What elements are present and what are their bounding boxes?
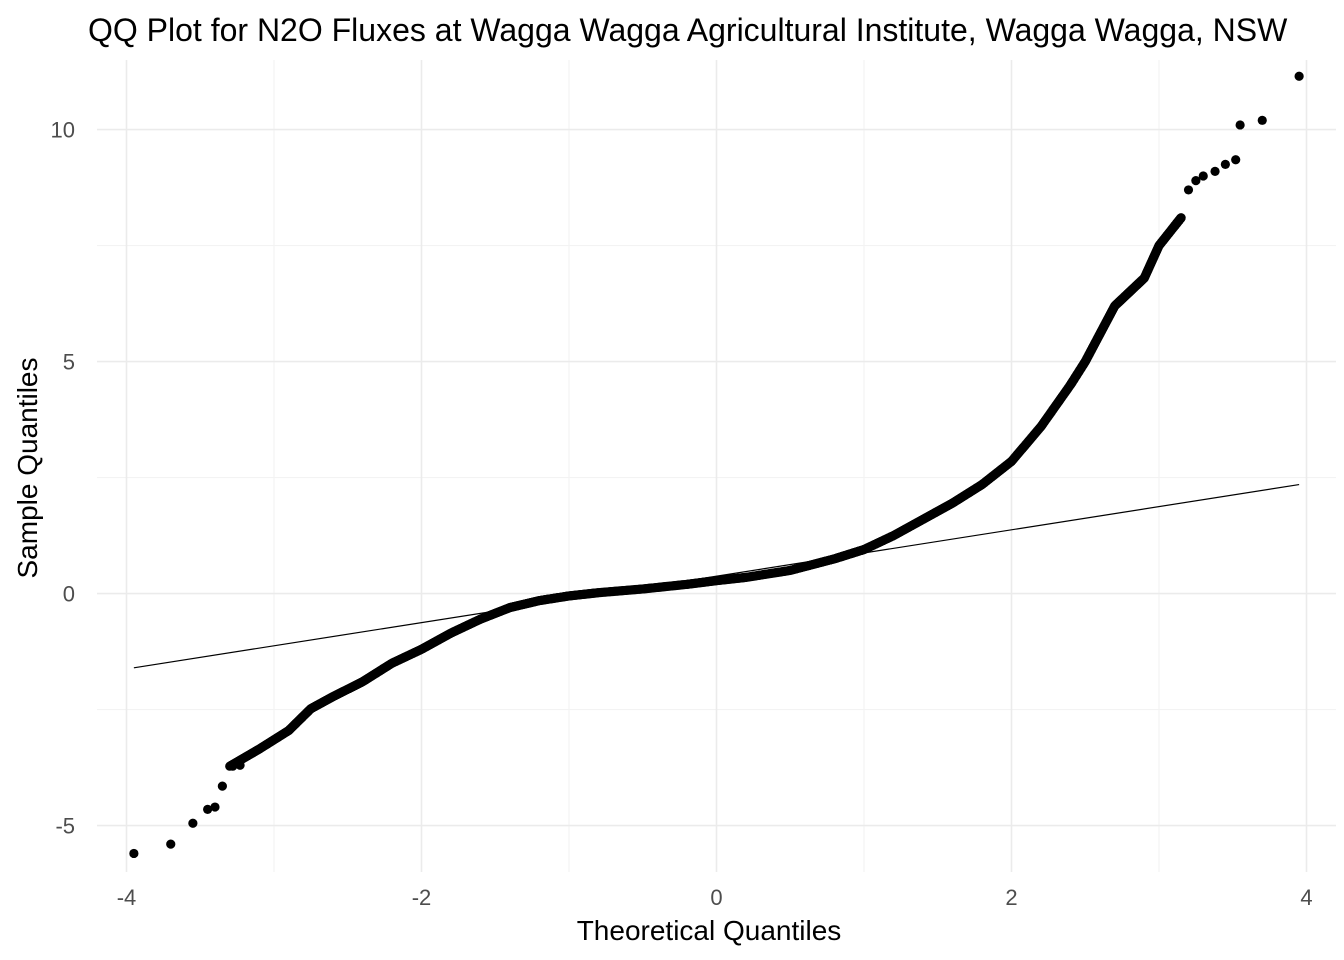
sample-point-tail — [1236, 120, 1245, 129]
y-tick-label: 10 — [51, 118, 75, 143]
y-tick-label: 5 — [63, 350, 75, 375]
x-tick-label: 2 — [1005, 885, 1017, 910]
x-tick-label: -4 — [117, 885, 137, 910]
y-axis-title: Sample Quantiles — [12, 357, 43, 578]
tick-labels: -4 -2 0 2 4 -5 0 5 10 — [51, 118, 1313, 910]
sample-point-tail — [1295, 72, 1304, 81]
sample-point-tail — [1258, 116, 1267, 125]
sample-point-tail — [1199, 171, 1208, 180]
sample-point-tail — [1210, 167, 1219, 176]
y-tick-label: 0 — [63, 582, 75, 607]
sample-point-tail — [218, 782, 227, 791]
sample-point-tail — [210, 802, 219, 811]
sample-point-tail — [188, 819, 197, 828]
x-tick-label: -2 — [412, 885, 432, 910]
sample-point-tail — [129, 849, 138, 858]
sample-point-tail — [166, 840, 175, 849]
sample-point — [1177, 213, 1186, 222]
sample-point-tail — [235, 761, 244, 770]
sample-point-tail — [1231, 155, 1240, 164]
grid — [97, 60, 1336, 872]
x-tick-label: 0 — [710, 885, 722, 910]
x-tick-label: 4 — [1300, 885, 1312, 910]
chart-title: QQ Plot for N2O Fluxes at Wagga Wagga Ag… — [88, 12, 1288, 48]
sample-point-tail — [1184, 185, 1193, 194]
x-axis-title: Theoretical Quantiles — [577, 915, 842, 946]
y-tick-label: -5 — [55, 814, 75, 839]
sample-point-tail — [1221, 160, 1230, 169]
